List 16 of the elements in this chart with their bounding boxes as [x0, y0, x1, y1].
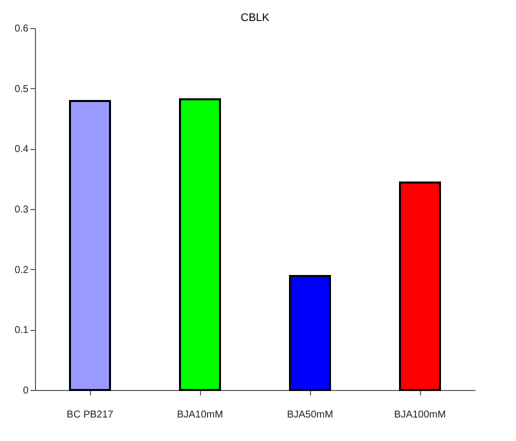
x-tick-label: BJA100mM: [394, 410, 446, 420]
bar: [289, 274, 331, 391]
bar: [69, 100, 111, 391]
y-tick-label: 0: [22, 386, 29, 396]
chart-title: CBLK: [240, 12, 270, 24]
y-tick-label: 0.1: [14, 325, 29, 336]
bar: [179, 98, 221, 391]
y-tick-label: 0.4: [14, 144, 29, 156]
y-tick-label: 0.3: [14, 204, 29, 216]
bar: [399, 181, 441, 391]
y-tick-label: 0.5: [14, 84, 29, 95]
x-tick-label: BC PB217: [66, 410, 114, 420]
x-tick-label: BJA50mM: [286, 410, 334, 420]
y-tick-label: 0.6: [14, 24, 29, 34]
x-tick-label: BJA10mM: [176, 410, 224, 420]
y-tick-label: 0.2: [14, 264, 29, 276]
